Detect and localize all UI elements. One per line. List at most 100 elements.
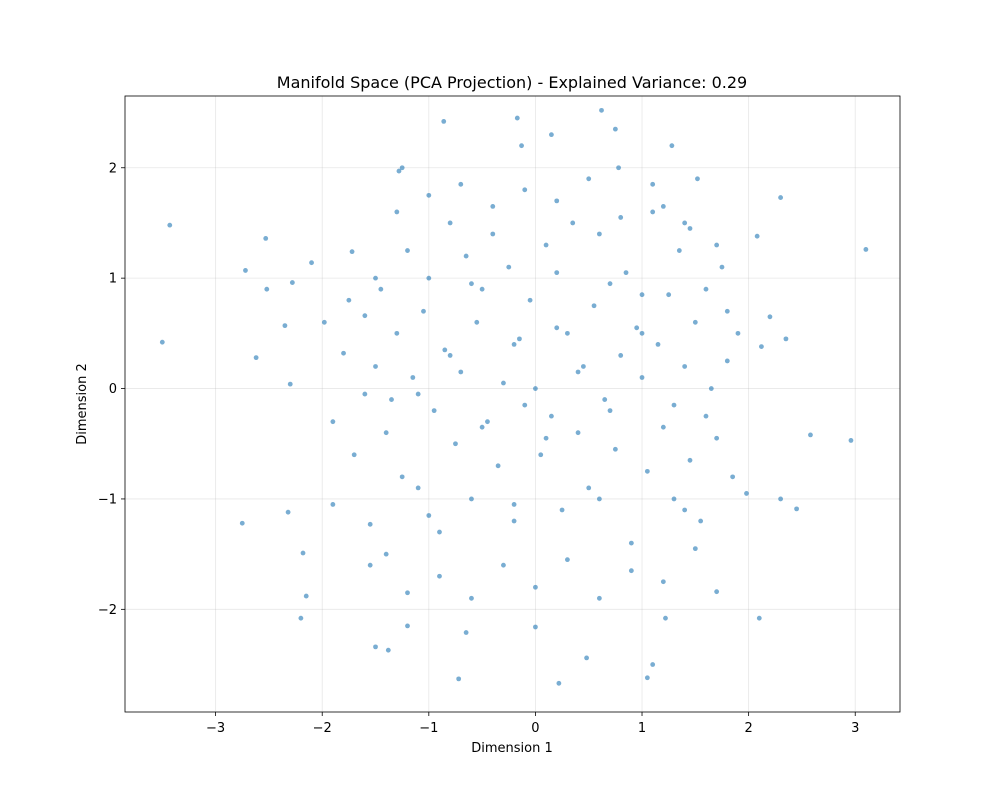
scatter-point [639,330,645,336]
scatter-point [469,496,474,502]
scatter-point [730,474,736,480]
scatter-point [385,647,391,653]
scatter-point [650,662,656,667]
x-tick-label: −1 [419,721,438,736]
scatter-point [554,270,560,276]
scatter-point [599,107,604,113]
scatter-point [543,435,549,441]
scatter-point [373,364,378,369]
scatter-point [554,325,560,331]
scatter-point [607,281,613,287]
scatter-point [367,562,373,568]
scatter-point [618,353,624,358]
scatter-point [522,402,528,408]
scatter-point [660,579,666,585]
scatter-point [349,249,355,255]
scatter-point [565,557,570,563]
scatter-point [389,397,394,402]
scatter-point [490,231,496,237]
scatter-point [591,303,597,309]
scatter-point [501,380,506,386]
scatter-point [159,339,165,345]
scatter-point [607,408,613,414]
scatter-point [511,518,517,524]
scatter-point [533,624,538,630]
scatter-point [362,391,368,397]
scatter-point [554,198,560,204]
scatter-point [394,330,400,336]
scatter-point [367,521,373,527]
scatter-point [556,680,562,686]
scatter-point [431,408,437,414]
y-axis-label: Dimension 2 [75,363,90,445]
scatter-point [447,353,453,358]
scatter-point [602,397,608,402]
scatter-point [549,413,554,419]
scatter-point [687,226,693,231]
y-tick-label: −1 [98,492,117,507]
scatter-point [378,286,384,292]
scatter-point [519,143,524,149]
scatter-point [511,341,517,347]
scatter-point [575,369,581,375]
x-axis-ticks: −3 −2 −1 0 1 2 3 [206,712,859,736]
scatter-point [426,275,432,281]
scatter-point [351,452,357,458]
scatter-point [300,550,306,556]
scatter-point [463,253,469,259]
scatter-point [623,270,629,276]
scatter-point [394,209,400,215]
scatter-point [682,507,688,513]
scatter-point [456,676,462,682]
y-axis-ticks: −2 −1 0 1 2 [98,161,125,618]
scatter-point [695,176,700,182]
scatter-point [485,419,490,425]
scatter-point [778,496,784,502]
scatter-point [410,375,416,380]
scatter-point [437,573,442,579]
scatter-point [533,584,538,590]
scatter-point [330,502,336,507]
scatter-point [511,502,517,507]
scatter-point [543,242,549,248]
scatter-point [373,644,378,650]
scatter-point [522,187,528,193]
scatter-point [527,297,533,303]
scatter-point [669,143,675,149]
scatter-point [628,568,634,574]
scatter-point [596,231,602,237]
scatter-point [490,203,496,209]
scatter-point [714,435,720,441]
scatter-point [756,615,762,621]
scatter-point [287,381,293,387]
scatter-point [682,220,688,226]
scatter-point [650,181,656,187]
scatter-point [666,292,672,298]
scatter-point [396,168,402,174]
scatter-point [346,297,352,303]
scatter-point [514,115,520,121]
scatter-point [474,319,480,325]
scatter-point [570,220,576,226]
scatter-point [719,264,725,270]
scatter-point [458,369,464,375]
scatter-point [612,126,618,132]
scatter-point [671,496,677,502]
scatter-point [458,181,464,187]
scatter-point [421,308,426,314]
scatter-point [549,132,554,138]
scatter-point [239,520,245,526]
scatter-point [655,341,661,347]
scatter-point [559,507,565,513]
scatter-point [298,615,304,621]
scatter-point [794,506,799,512]
scatter-point [469,281,474,287]
scatter-point [639,375,645,380]
scatter-point [724,308,730,314]
scatter-point [321,319,327,325]
x-tick-label: 3 [851,721,859,736]
scatter-point [586,485,592,491]
x-tick-label: 2 [744,721,752,736]
scatter-point [759,344,764,349]
